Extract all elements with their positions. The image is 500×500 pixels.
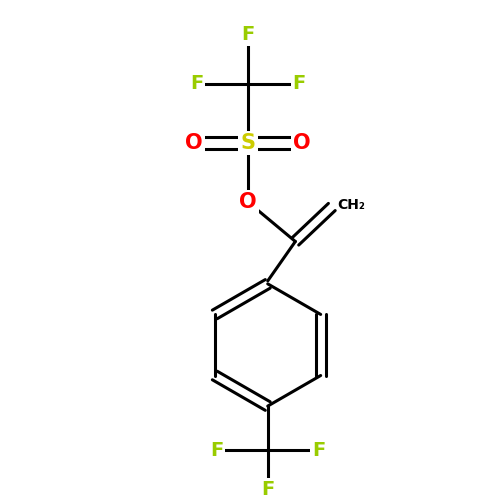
Text: O: O (294, 133, 311, 153)
Text: F: F (242, 25, 254, 44)
Text: F: F (261, 480, 274, 500)
Text: F: F (190, 74, 203, 94)
Text: F: F (292, 74, 306, 94)
Text: CH₂: CH₂ (338, 198, 365, 212)
Text: O: O (239, 192, 257, 212)
Text: F: F (312, 441, 326, 460)
Text: S: S (240, 133, 256, 153)
Text: F: F (210, 441, 223, 460)
Text: O: O (185, 133, 202, 153)
